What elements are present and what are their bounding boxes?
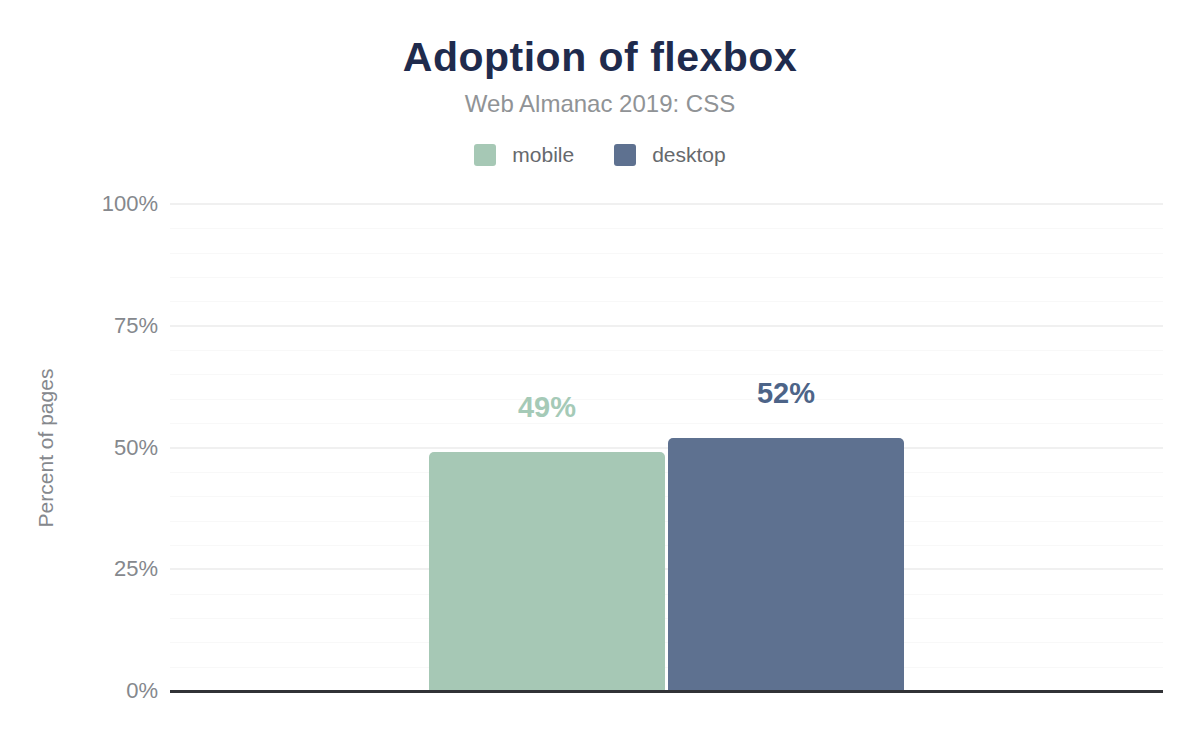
minor-gridline-95 bbox=[170, 228, 1163, 229]
minor-gridline-20 bbox=[170, 594, 1163, 595]
major-gridline-50 bbox=[170, 447, 1163, 449]
minor-gridline-40 bbox=[170, 496, 1163, 497]
major-gridline-75 bbox=[170, 325, 1163, 327]
y-tick-label-50: 50% bbox=[0, 435, 158, 461]
minor-gridline-15 bbox=[170, 618, 1163, 619]
minor-gridline-80 bbox=[170, 301, 1163, 302]
bar-chart: Adoption of flexbox Web Almanac 2019: CS… bbox=[0, 0, 1200, 742]
bar-mobile[interactable] bbox=[429, 452, 665, 691]
y-tick-label-100: 100% bbox=[0, 191, 158, 217]
minor-gridline-45 bbox=[170, 472, 1163, 473]
minor-gridline-65 bbox=[170, 374, 1163, 375]
x-axis-line bbox=[170, 690, 1163, 693]
y-tick-label-25: 25% bbox=[0, 556, 158, 582]
minor-gridline-85 bbox=[170, 277, 1163, 278]
minor-gridline-5 bbox=[170, 667, 1163, 668]
minor-gridline-35 bbox=[170, 521, 1163, 522]
bar-desktop[interactable] bbox=[668, 438, 904, 691]
minor-gridline-90 bbox=[170, 253, 1163, 254]
minor-gridline-55 bbox=[170, 423, 1163, 424]
y-tick-label-0: 0% bbox=[0, 678, 158, 704]
minor-gridline-10 bbox=[170, 642, 1163, 643]
major-gridline-100 bbox=[170, 203, 1163, 205]
minor-gridline-30 bbox=[170, 545, 1163, 546]
major-gridline-25 bbox=[170, 568, 1163, 570]
plot-area: Percent of pages 0%25%50%75%100%49%52% bbox=[0, 0, 1200, 742]
bar-value-label-desktop: 52% bbox=[668, 377, 904, 410]
bar-value-label-mobile: 49% bbox=[429, 391, 665, 424]
minor-gridline-60 bbox=[170, 399, 1163, 400]
y-tick-label-75: 75% bbox=[0, 313, 158, 339]
minor-gridline-70 bbox=[170, 350, 1163, 351]
